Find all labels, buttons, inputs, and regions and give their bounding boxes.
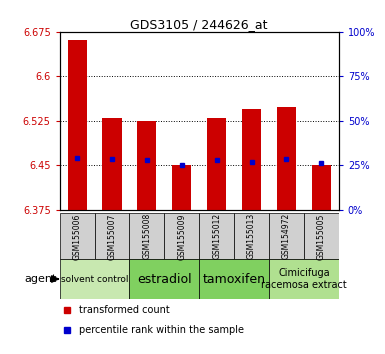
Text: GSM155005: GSM155005 — [317, 213, 326, 259]
Title: GDS3105 / 244626_at: GDS3105 / 244626_at — [131, 18, 268, 31]
Text: GSM155009: GSM155009 — [177, 213, 186, 259]
Text: GSM155013: GSM155013 — [247, 213, 256, 259]
Bar — [172, 165, 191, 210]
Text: transformed count: transformed count — [79, 305, 170, 315]
Bar — [304, 213, 339, 259]
Text: tamoxifen: tamoxifen — [203, 273, 266, 286]
Bar — [60, 259, 129, 298]
Bar — [67, 40, 87, 210]
Text: agent: agent — [25, 274, 57, 284]
Text: solvent control: solvent control — [61, 274, 128, 284]
Text: GSM155007: GSM155007 — [107, 213, 117, 259]
Text: GSM155008: GSM155008 — [142, 213, 151, 259]
Bar — [269, 259, 339, 298]
Bar — [137, 121, 156, 210]
Text: estradiol: estradiol — [137, 273, 192, 286]
Text: GSM155006: GSM155006 — [73, 213, 82, 259]
Text: GSM154972: GSM154972 — [282, 213, 291, 259]
Bar — [277, 107, 296, 210]
Text: GSM155012: GSM155012 — [212, 213, 221, 259]
Bar — [207, 118, 226, 210]
Bar — [102, 118, 122, 210]
Text: Cimicifuga
racemosa extract: Cimicifuga racemosa extract — [261, 268, 347, 290]
Bar — [199, 213, 234, 259]
Bar — [164, 213, 199, 259]
Bar — [129, 259, 199, 298]
Bar — [95, 213, 129, 259]
Bar — [129, 213, 164, 259]
Bar — [242, 109, 261, 210]
Bar — [199, 259, 269, 298]
Bar — [60, 213, 95, 259]
Bar — [269, 213, 304, 259]
Bar — [234, 213, 269, 259]
Bar — [312, 165, 331, 210]
Text: percentile rank within the sample: percentile rank within the sample — [79, 325, 244, 335]
